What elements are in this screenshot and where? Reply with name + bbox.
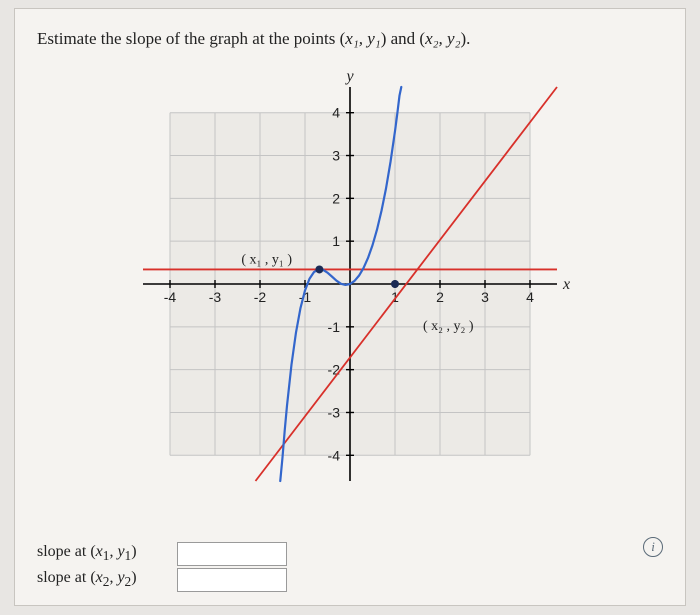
answer-area: slope at (x1, y1) slope at (x2, y2) [37, 541, 287, 593]
svg-text:-4: -4 [164, 289, 177, 305]
svg-text:-2: -2 [328, 362, 341, 378]
answer-label-1: slope at (x1, y1) [37, 543, 177, 564]
svg-text:-1: -1 [328, 319, 341, 335]
prompt-text-1: Estimate the slope of the graph at the p… [37, 29, 345, 48]
svg-text:3: 3 [332, 148, 340, 164]
svg-text:2: 2 [436, 289, 444, 305]
svg-text:-2: -2 [254, 289, 267, 305]
svg-text:-3: -3 [209, 289, 222, 305]
svg-text:y: y [344, 68, 354, 85]
prompt-point-2: x₂, y₂ [425, 29, 460, 48]
prompt-text-3: ). [461, 29, 471, 48]
prompt-text-2: ) and ( [381, 29, 425, 48]
info-icon[interactable]: i [643, 537, 663, 557]
svg-text:4: 4 [332, 105, 340, 121]
svg-text:4: 4 [526, 289, 534, 305]
question-prompt: Estimate the slope of the graph at the p… [37, 29, 663, 49]
graph-svg: -4-3-2-11234-4-3-2-11234xy( x₁ , y₁ )( x… [115, 63, 585, 503]
answer-row-2: slope at (x2, y2) [37, 567, 287, 593]
slope-2-input[interactable] [177, 568, 287, 592]
info-glyph: i [651, 539, 655, 555]
svg-text:x: x [562, 276, 570, 293]
svg-text:-4: -4 [328, 447, 341, 463]
answer-row-1: slope at (x1, y1) [37, 541, 287, 567]
svg-text:-3: -3 [328, 404, 341, 420]
slope-1-input[interactable] [177, 542, 287, 566]
svg-text:( x₁ , y₁ ): ( x₁ , y₁ ) [241, 252, 292, 267]
answer-label-2: slope at (x2, y2) [37, 569, 177, 590]
svg-text:( x₂ , y₂ ): ( x₂ , y₂ ) [423, 319, 474, 334]
prompt-point-1: x₁, y₁ [345, 29, 380, 48]
graph-container: -4-3-2-11234-4-3-2-11234xy( x₁ , y₁ )( x… [115, 63, 585, 503]
svg-text:3: 3 [481, 289, 489, 305]
svg-text:2: 2 [332, 190, 340, 206]
question-card: Estimate the slope of the graph at the p… [14, 8, 686, 606]
svg-text:1: 1 [332, 233, 340, 249]
